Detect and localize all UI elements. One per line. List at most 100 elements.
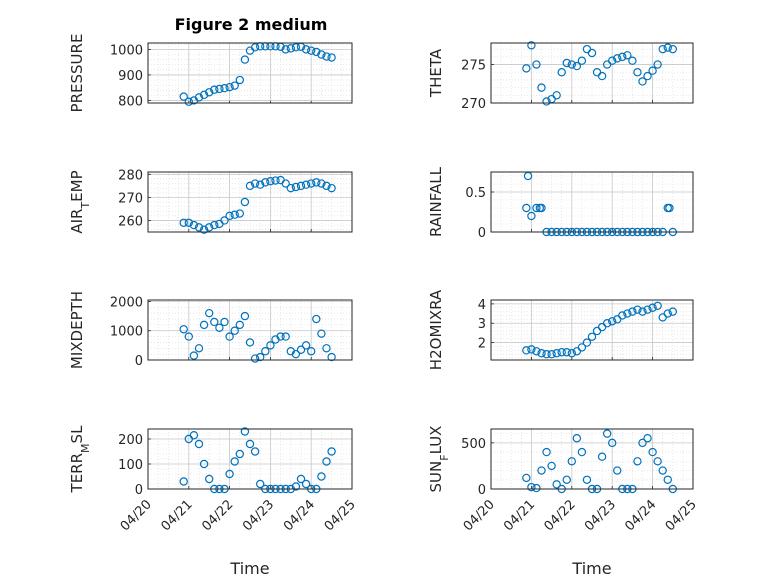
data-point [658,44,667,54]
axes-frame [147,428,353,490]
data-point [184,97,193,106]
data-point [577,447,587,457]
data-point [194,439,204,449]
data-point [256,479,265,489]
data-point [250,447,260,456]
x-tick-label: 04/22 [542,497,579,534]
x-axis-label: Time [571,559,611,578]
data-point [648,447,657,457]
y-axis-label: AIRTEMP [68,170,92,233]
y-axis-label: RAINFALL [427,166,445,237]
data-point [608,438,617,448]
data-point [638,438,647,448]
data-point [301,479,311,489]
data-point [215,323,224,333]
data-point [542,447,551,457]
y-tick-label: 800 [118,94,143,109]
data-point [179,477,188,486]
data-point [220,317,229,327]
data-point [663,309,672,318]
data-point [322,457,331,466]
data-point [296,474,306,484]
data-point [225,469,234,479]
y-axis-label: PRESSURE [68,34,86,113]
subplot-2: 270 275 THETA [427,41,694,112]
data-point [225,332,234,341]
subplot-6: 2 3 4 H2OMIXRA [427,289,694,370]
data-point [582,475,592,484]
data-point [317,179,326,188]
data-point [618,311,627,320]
data-point [537,203,546,213]
y-tick-label: 270 [461,97,486,112]
data-point [602,429,612,438]
x-tick-label: 04/25 [322,497,359,534]
data-point [547,349,556,359]
data-point [567,349,577,358]
data-point [613,466,622,475]
axes-frame [490,428,694,490]
data-point [291,43,301,52]
y-tick-label: 0 [135,483,143,498]
data-point [653,457,662,466]
axes-frame [490,299,694,361]
data-point [199,90,209,100]
x-tick-label: 04/23 [582,497,619,534]
data-point [281,179,290,188]
data-point [204,474,214,484]
data-point [210,85,219,94]
y-axis-label: SUNFLUX [427,426,451,493]
data-point [189,431,199,440]
data-point [633,68,642,77]
data-point [577,343,587,352]
data-point [527,211,536,221]
data-point [204,308,214,318]
data-point [665,203,674,213]
axes-frame [147,42,353,104]
data-point [296,181,306,191]
data-point [597,452,607,461]
data-point [189,351,199,360]
data-point [582,338,592,347]
data-point [562,348,571,357]
data-point [532,483,541,493]
data-point [179,92,188,101]
data-point [230,457,239,466]
y-tick-label: 0 [478,226,486,241]
data-point [189,220,199,230]
y-axis-label: TERRMSL [68,425,92,494]
x-tick-label: 04/20 [118,497,155,534]
data-point [286,183,295,193]
subplot-1: 800 900 1000 PRESSURE [68,34,353,113]
y-tick-label: 1000 [110,325,143,340]
data-point [281,45,290,54]
data-point [235,320,244,330]
data-point [312,178,321,187]
data-point [266,177,275,186]
data-point [317,50,326,59]
data-point [557,348,566,357]
y-tick-label: 200 [118,433,143,448]
data-point [587,332,597,341]
data-point [179,325,188,334]
data-point [527,482,536,492]
data-point [527,345,536,354]
data-point [602,319,612,328]
data-point [577,56,587,65]
y-tick-label: 100 [118,458,143,473]
subplot-3: 260 270 280 AIRTEMP [68,168,353,234]
data-point [256,352,265,362]
subplot-8: 04/20 04/21 04/22 04/23 04/24 04/25 0 500 SUNFLU… [427,426,700,578]
data-point [633,305,642,314]
data-point [250,354,260,363]
subplot-5: 0 1000 2000 MIXDEPTH [68,291,353,369]
data-point [638,307,647,316]
y-axis-label: MIXDEPTH [68,291,86,369]
data-point [199,459,209,469]
data-point [210,220,219,230]
data-point [537,349,546,358]
data-point [562,475,571,484]
data-point [663,475,672,484]
data-point [628,56,637,65]
